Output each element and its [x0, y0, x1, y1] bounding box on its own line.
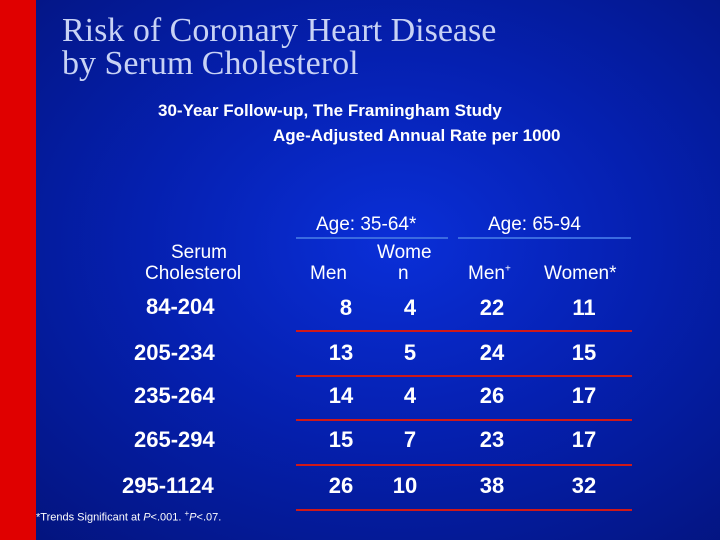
row-label: 235-264 — [134, 383, 215, 408]
table-cell: 38 — [479, 473, 505, 498]
footnote-sup: + — [184, 509, 190, 518]
table-cell: 17 — [571, 383, 597, 408]
table-cell: 15 — [571, 340, 597, 365]
footnote-p1: P — [143, 511, 151, 524]
slide-title: Risk of Coronary Heart Disease by Serum … — [62, 12, 497, 82]
row-rule — [296, 375, 632, 377]
col-header-women-35-line-1: Wome — [377, 242, 432, 263]
table-cell: 32 — [571, 473, 597, 498]
col-header-men-65-label: Men — [468, 263, 505, 284]
col-header-women-65: Women* — [544, 263, 617, 284]
footnote-end: <.07. — [196, 511, 222, 524]
table-cell: 7 — [403, 427, 417, 452]
table-cell: 13 — [328, 340, 354, 365]
row-label: 295-1124 — [122, 473, 214, 498]
table-cell: 24 — [479, 340, 505, 365]
footnote-prefix: *Trends Significant at — [36, 511, 144, 524]
row-rule — [296, 419, 632, 421]
row-rule — [296, 464, 632, 466]
row-label: 205-234 — [134, 340, 215, 365]
footnote-p2: P — [189, 511, 197, 524]
table-cell: 23 — [479, 427, 505, 452]
table-cell: 11 — [572, 295, 596, 320]
col-header-women-35-line-2: n — [398, 263, 409, 284]
table-cell: 17 — [571, 427, 597, 452]
col-header-men-65-sup: + — [504, 263, 511, 275]
title-line-2: by Serum Cholesterol — [62, 45, 359, 82]
row-rule — [296, 330, 632, 332]
row-header-line-1: Serum — [171, 242, 227, 263]
col-header-men-65: Men+ — [468, 263, 511, 285]
table-cell: 4 — [403, 383, 417, 408]
table-cell: 10 — [392, 473, 418, 498]
footnote: *Trends Significant at P<.001. +P<.07. — [36, 509, 221, 524]
table-cell: 8 — [339, 295, 353, 320]
table-cell: 4 — [403, 295, 417, 320]
table-cell: 22 — [479, 295, 505, 320]
group-header-65-94: Age: 65-94 — [488, 214, 581, 235]
group-header-35-64: Age: 35-64* — [316, 214, 417, 235]
row-label: 265-294 — [134, 427, 215, 452]
subtitle-rate: Age-Adjusted Annual Rate per 1000 — [273, 126, 561, 145]
row-label: 84-204 — [146, 294, 215, 319]
group-rule-35-64 — [296, 237, 448, 239]
table-cell: 26 — [328, 473, 354, 498]
title-line-1: Risk of Coronary Heart Disease — [62, 12, 497, 49]
table-cell: 14 — [328, 383, 354, 408]
table-cell: 15 — [328, 427, 354, 452]
footnote-mid: <.001. — [150, 511, 185, 524]
table-cell: 26 — [479, 383, 505, 408]
table-cell: 5 — [403, 340, 417, 365]
subtitle-study: 30-Year Follow-up, The Framingham Study — [158, 101, 502, 120]
group-rule-65-94 — [458, 237, 631, 239]
row-header-line-2: Cholesterol — [145, 263, 242, 284]
row-rule — [296, 509, 632, 511]
col-header-men-35: Men — [310, 263, 347, 284]
red-accent-bar — [0, 0, 36, 540]
